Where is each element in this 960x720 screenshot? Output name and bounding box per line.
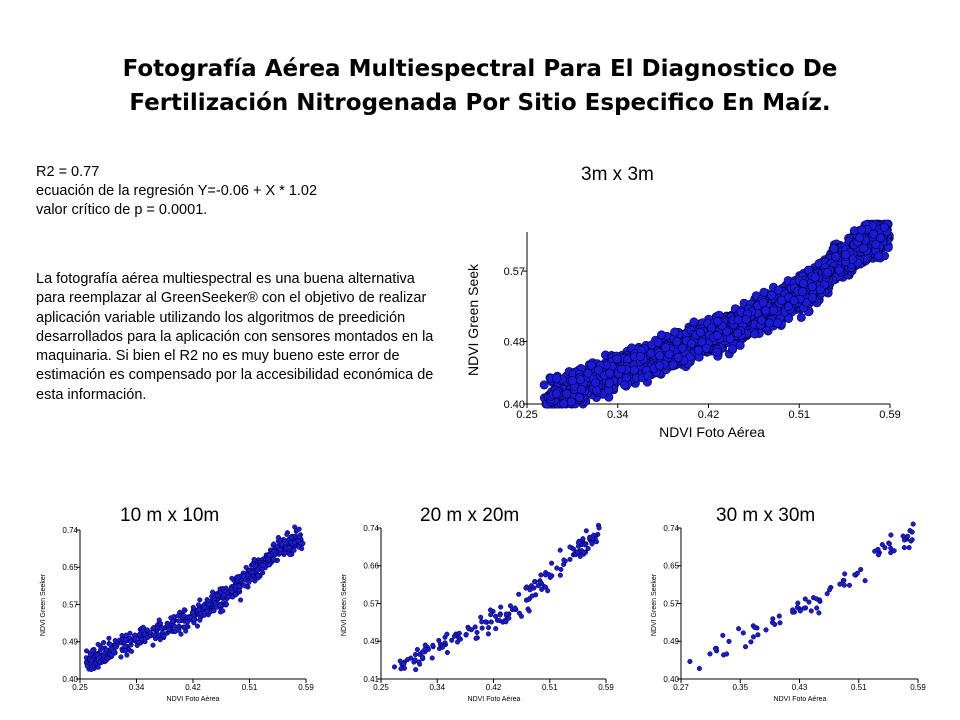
scatter-point [814, 596, 820, 602]
chart-title-3m: 3m x 3m [581, 164, 654, 185]
scatter-point [687, 658, 693, 665]
x-axis-label: NDVI Foto Aérea [774, 696, 827, 703]
y-tick-label: 0.74 [663, 524, 679, 533]
x-tick-label: 0.51 [789, 409, 810, 421]
scatter-point [846, 582, 853, 588]
scatter-point [886, 541, 892, 547]
scatter-point [712, 645, 718, 652]
scatter-point [750, 634, 756, 640]
scatter-point [891, 548, 897, 554]
scatter-point [808, 608, 814, 614]
scatter-point [772, 621, 778, 627]
scatter-point [841, 577, 847, 583]
scatter-point [906, 545, 912, 551]
scatter-point [726, 638, 732, 644]
scatter-point [875, 552, 882, 558]
scatter-point [901, 537, 907, 543]
y-axis-label: NDVI Green Seeker [651, 573, 658, 636]
scatter-point [707, 651, 713, 657]
scatter-point [858, 566, 864, 573]
data-points [687, 521, 916, 672]
x-tick-label: 0.59 [879, 409, 900, 421]
y-tick-label: 0.40 [504, 399, 525, 411]
scatter-point [748, 639, 754, 645]
y-tick-label: 0.40 [663, 675, 679, 684]
x-tick-label: 0.51 [851, 683, 867, 692]
scatter-point [827, 587, 833, 593]
scatter-point [802, 596, 808, 602]
x-tick-label: 0.42 [698, 409, 719, 421]
scatter-point [901, 545, 907, 551]
y-axis-label: NDVI Green Seek [465, 263, 481, 376]
scatter-point [816, 610, 822, 616]
scatter-point [770, 616, 776, 622]
regression-stats: R2 = 0.77 ecuación de la regresión Y=-0.… [36, 163, 317, 220]
r2-value: R2 = 0.77 [36, 164, 100, 180]
x-tick-label: 0.25 [516, 409, 537, 421]
scatter-point [763, 627, 769, 633]
slide-title: Fotografía Aérea Multiespectral Para El … [40, 52, 920, 120]
scatter-point [806, 599, 812, 605]
x-tick-label: 0.34 [607, 409, 628, 421]
chart-title-30m: 30 m x 30m [716, 505, 816, 526]
data-points [539, 219, 894, 409]
scatter-point [801, 605, 807, 611]
scatter-point [837, 581, 843, 587]
x-tick-label: 0.35 [732, 683, 748, 692]
scatter-point [842, 571, 848, 577]
y-tick-label: 0.48 [504, 336, 525, 348]
scatter-point [910, 521, 916, 527]
scatter-point [879, 542, 885, 548]
title-line-2: Fertilización Nitrogenada Por Sitio Espe… [129, 90, 831, 116]
scatter-point [736, 626, 742, 632]
scatter-point [875, 546, 881, 552]
x-tick-label: 0.43 [792, 683, 808, 692]
scatter-point [905, 533, 911, 539]
description-paragraph: La fotografía aérea multiespectral es un… [36, 271, 434, 403]
scatter-point [720, 632, 726, 638]
regression-equation: ecuación de la regresión Y=-0.06 + X * 1… [36, 183, 318, 199]
x-axis-label: NDVI Foto Aérea [659, 424, 765, 440]
scatter-point [777, 620, 783, 626]
chart-title-20m: 20 m x 20m [420, 505, 520, 526]
scatter-point [776, 613, 782, 619]
scatter-point [755, 632, 761, 638]
scatter-point [814, 605, 820, 611]
scatter-point [790, 607, 796, 613]
scatter-point [696, 665, 702, 672]
scatter-point [724, 651, 730, 657]
p-value: valor crítico de p = 0.0001. [36, 202, 208, 218]
title-line-1: Fotografía Aérea Multiespectral Para El … [122, 56, 838, 82]
scatter-point [854, 570, 860, 576]
y-tick-label: 0.65 [663, 562, 679, 571]
scatter-point [742, 644, 749, 650]
scatter-point [795, 600, 801, 606]
scatter-point [841, 582, 847, 588]
y-tick-label: 0.57 [504, 266, 525, 278]
scatter-point [794, 604, 800, 610]
scatter-point [909, 537, 915, 543]
y-tick-label: 0.57 [663, 599, 679, 608]
x-tick-label: 0.27 [673, 683, 689, 692]
scatter-point [752, 625, 758, 631]
scatter-point [888, 532, 894, 538]
scatter-point [862, 578, 868, 584]
scatter-point [740, 630, 746, 636]
y-tick-label: 0.49 [663, 637, 679, 646]
x-tick-label: 0.59 [910, 683, 926, 692]
scatter-point [909, 529, 915, 535]
chart-title-10m: 10 m x 10m [120, 505, 220, 526]
